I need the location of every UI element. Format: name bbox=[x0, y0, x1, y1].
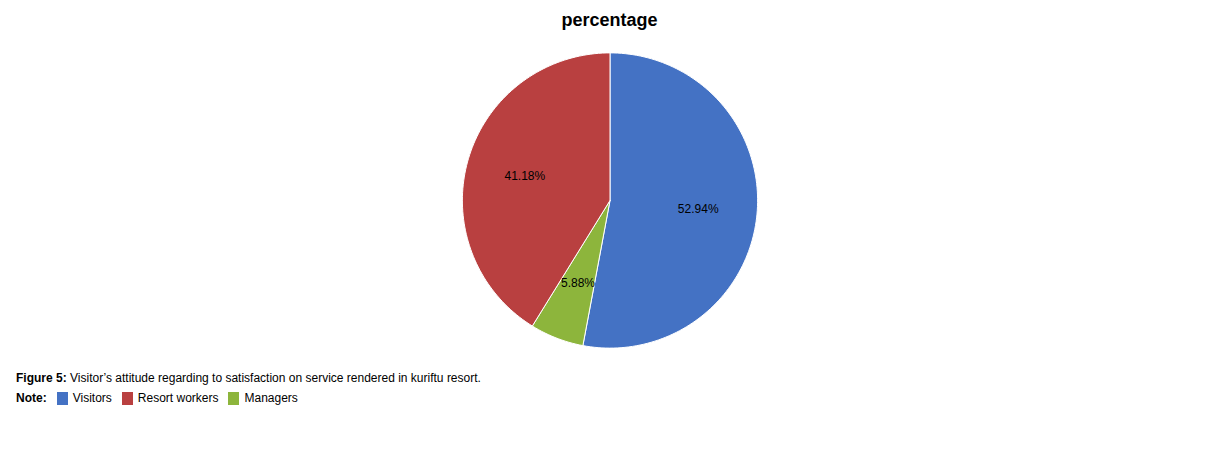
html-text:Resort workers: Resort workers bbox=[137, 391, 219, 405]
svg-text:5.88%: 5.88% bbox=[561, 276, 595, 290]
html-text:Visitors: Visitors bbox=[72, 391, 112, 405]
html-text:Managers: Managers bbox=[244, 391, 298, 405]
html-text:Figure 5: Visitor’s attitude r: Figure 5: Visitor’s attitude regarding t… bbox=[16, 371, 481, 385]
html-text:percentage: percentage bbox=[561, 10, 658, 30]
html-text:Note:: Note: bbox=[16, 391, 47, 405]
svg-text:52.94%: 52.94% bbox=[678, 202, 719, 216]
svg-text:41.18%: 41.18% bbox=[504, 169, 545, 183]
